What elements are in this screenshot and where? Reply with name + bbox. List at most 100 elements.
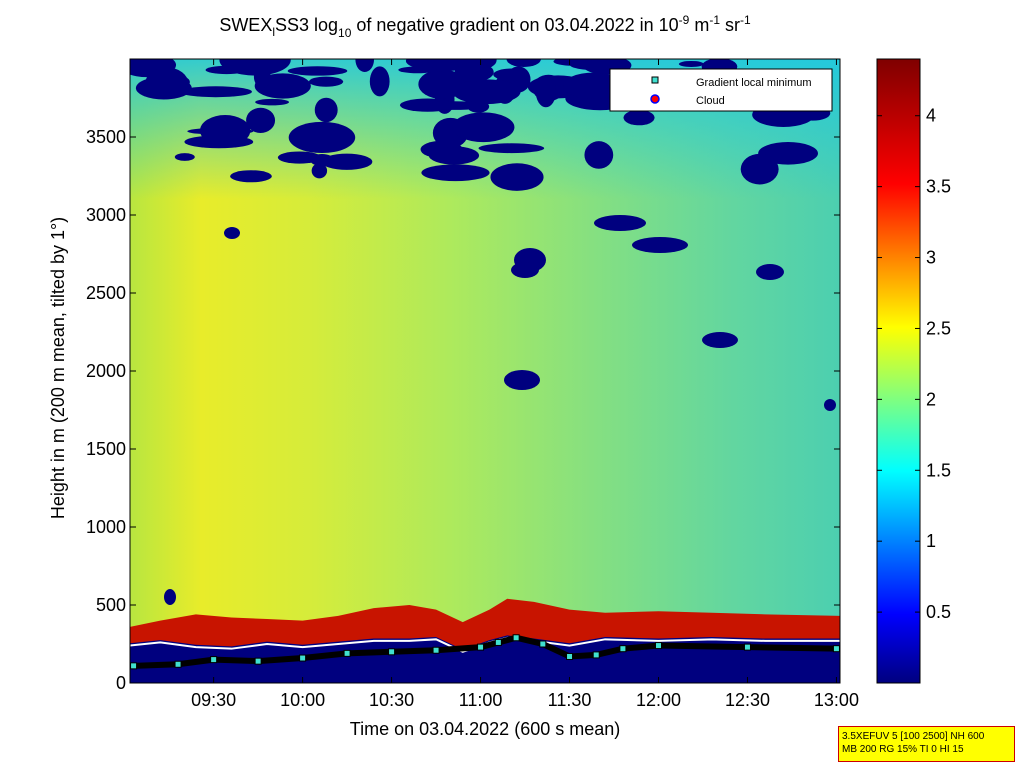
- low-signal-patch: [253, 66, 271, 88]
- low-signal-patch: [569, 59, 626, 71]
- legend: Gradient local minimum Cloud: [609, 68, 833, 112]
- gradient-local-minimum-point: [566, 652, 574, 660]
- chart-title: SWEXlSS3 log10 of negative gradient on 0…: [219, 13, 751, 40]
- low-signal-patch: [419, 101, 489, 110]
- legend-box: [609, 68, 833, 112]
- info-line-1: 3.5XEFUV 5 [100 2500] NH 600: [842, 731, 985, 742]
- low-signal-patch: [623, 109, 655, 126]
- gradient-local-minimum-line: [133, 634, 837, 669]
- low-signal-patch: [310, 154, 334, 166]
- low-signal-patch: [205, 65, 248, 75]
- gradient-local-minimum-point: [299, 654, 307, 662]
- legend-label-cloud: Cloud: [696, 95, 725, 107]
- y-tick-label: 1000: [86, 517, 126, 537]
- gradient-local-minimum-point: [743, 643, 751, 651]
- gradient-local-minimum-point: [254, 657, 262, 665]
- low-signal-patch: [632, 237, 688, 253]
- low-signal-patch: [287, 66, 348, 76]
- gradient-local-minimum-point: [432, 646, 440, 654]
- colorbar-tick-label: 2.5: [926, 318, 951, 338]
- low-signal-patch: [824, 399, 836, 411]
- low-signal-patch: [490, 163, 544, 191]
- x-axis: 09:30 10:00 10:30 11:00 11:30 12:00 12:30 13:00: [191, 59, 859, 710]
- gradient-local-minimum-point: [592, 651, 600, 659]
- x-tick-label: 12:00: [636, 690, 681, 710]
- title-sub-2: 10: [338, 26, 352, 40]
- low-signal-patch: [224, 227, 240, 239]
- cloud-line: [130, 636, 840, 653]
- y-tick-label: 3500: [86, 127, 126, 147]
- gradient-local-minimum-point: [130, 662, 138, 670]
- gradient-local-minimum-point: [619, 645, 627, 653]
- x-tick-label: 11:30: [548, 690, 592, 710]
- gradient-local-minimum-point: [512, 634, 520, 642]
- low-signal-patch: [454, 62, 494, 82]
- x-tick-label: 13:00: [814, 690, 859, 710]
- low-signal-patch: [369, 66, 390, 97]
- x-tick-label: 10:30: [369, 690, 414, 710]
- title-sub-1: l: [272, 25, 275, 39]
- low-signal-patch: [756, 264, 784, 280]
- colorbar-gradient: [876, 58, 921, 684]
- gradient-local-minimum-point: [477, 643, 485, 651]
- low-signal-patch: [164, 589, 176, 605]
- gradient-local-minimum-point: [343, 649, 351, 657]
- title-sup-5: -1: [740, 13, 751, 27]
- colorbar-tick-label: 1: [926, 531, 936, 551]
- colorbar: 0.5 1 1.5 2 2.5 3 3.5 4: [876, 58, 951, 684]
- gradient-local-minimum-point: [539, 640, 547, 648]
- x-axis-label: Time on 03.04.2022 (600 s mean): [350, 719, 621, 739]
- legend-marker-cloud: [650, 94, 660, 104]
- low-signal-patch: [200, 115, 251, 147]
- y-axis-label: Height in m (200 m mean, tilted by 1°): [48, 217, 68, 519]
- colorbar-tick-label: 2: [926, 389, 936, 409]
- colorbar-ticks: 0.5 1 1.5 2 2.5 3 3.5 4: [877, 106, 951, 622]
- title-part-5: sr: [720, 15, 740, 35]
- low-signal-patch: [321, 153, 373, 170]
- title-part-2: SS3 log: [275, 15, 338, 35]
- low-signal-patch: [355, 59, 375, 73]
- legend-label-minimum: Gradient local minimum: [696, 77, 812, 89]
- low-signal-patch: [174, 153, 195, 161]
- colorbar-tick-label: 3.5: [926, 177, 951, 197]
- low-signal-patch: [702, 332, 738, 348]
- low-signal-patch: [563, 72, 624, 99]
- low-signal-patches: [130, 59, 836, 605]
- low-signal-patch: [179, 86, 252, 98]
- low-signal-patch: [452, 79, 521, 105]
- gradient-local-minimum-point: [210, 656, 218, 664]
- low-signal-patch: [145, 67, 189, 100]
- title-sup-3: -9: [679, 13, 690, 27]
- low-signal-patch: [535, 75, 557, 108]
- low-signal-patch: [428, 146, 480, 165]
- info-line-2: MB 200 RG 15% TI 0 HI 15: [842, 744, 964, 755]
- low-signal-patch: [255, 98, 290, 106]
- low-signal-patch: [230, 170, 272, 183]
- title-part-1: SWEX: [219, 15, 272, 35]
- title-part-4: m: [689, 15, 709, 35]
- low-signal-patch: [308, 76, 344, 87]
- low-signal-patch: [421, 164, 490, 182]
- info-box: 3.5XEFUV 5 [100 2500] NH 600 MB 200 RG 1…: [838, 726, 1015, 762]
- y-tick-label: 2000: [86, 361, 126, 381]
- y-tick-label: 0: [116, 673, 126, 693]
- gradient-local-minimum-points: [130, 634, 840, 670]
- y-axis: 0 500 1000 1500 2000 2500 3000 3500: [86, 127, 840, 693]
- colorbar-tick-label: 3: [926, 248, 936, 268]
- legend-marker-minimum: [651, 76, 659, 84]
- low-signal-patch: [452, 112, 515, 143]
- colorbar-tick-label: 1.5: [926, 460, 951, 480]
- x-tick-label: 10:00: [280, 690, 325, 710]
- colorbar-tick-label: 4: [926, 106, 936, 126]
- low-signal-patch: [678, 60, 704, 67]
- x-tick-label: 12:30: [725, 690, 770, 710]
- x-tick-label: 11:00: [459, 690, 503, 710]
- low-signal-patch: [288, 121, 356, 154]
- low-signal-patch: [314, 97, 338, 123]
- low-signal-patch: [311, 163, 328, 179]
- y-tick-label: 1500: [86, 439, 126, 459]
- title-part-3: of negative gradient on 03.04.2022 in 10: [351, 15, 678, 35]
- low-signal-patch: [478, 143, 545, 154]
- low-signal-patch: [398, 66, 437, 74]
